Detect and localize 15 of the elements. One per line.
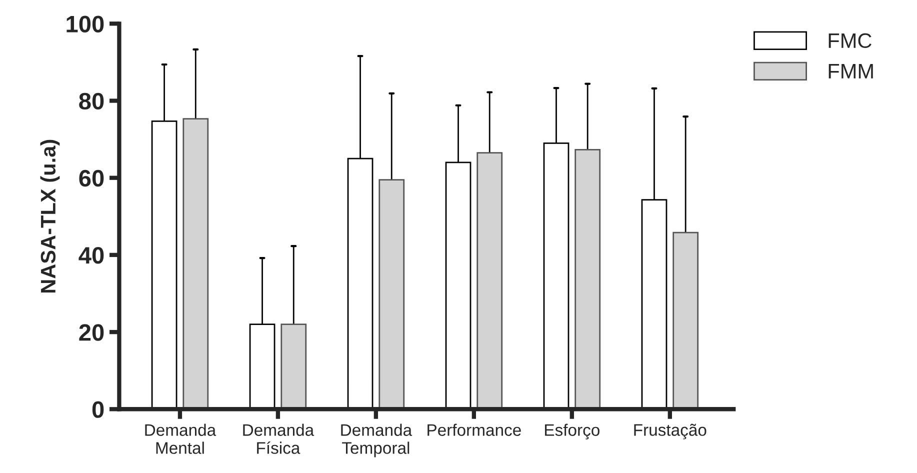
x-tick-label: Demanda Física (243, 424, 314, 454)
x-tick-label: Demanda Temporal (341, 424, 412, 458)
y-tick-label: 0 (92, 401, 104, 418)
legend-label: FMC (828, 33, 872, 48)
y-tick-label: 40 (78, 247, 104, 264)
y-tick-label: 20 (79, 324, 104, 341)
x-tick-label: Demanda Mental (145, 424, 216, 454)
x-tick-label: Performance (428, 424, 521, 436)
y-tick-label: 100 (66, 16, 104, 32)
y-axis-title: NASA-TLX (u.a) (40, 140, 60, 293)
y-tick-label: 80 (79, 92, 104, 110)
legend-label: FMM (828, 64, 873, 78)
y-tick-label: 60 (79, 170, 104, 187)
x-tick-label: Frustação (634, 424, 706, 440)
x-tick-label: Esforço (545, 424, 600, 440)
